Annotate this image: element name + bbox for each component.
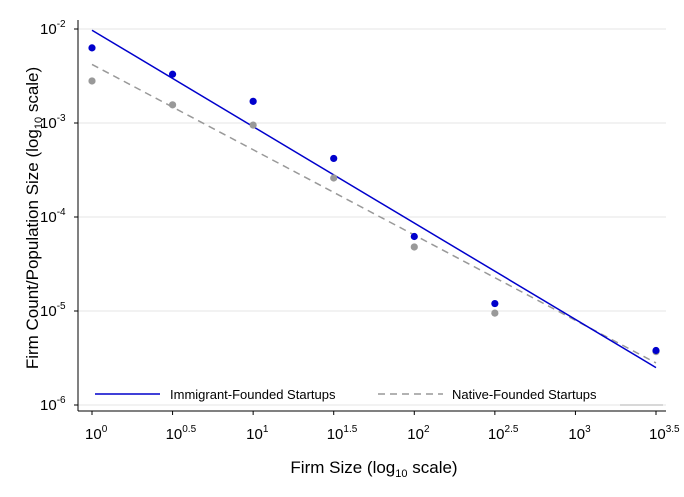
y-tick-label: 10-5 bbox=[40, 301, 66, 320]
fit-line-immigrant-founded-startups bbox=[91, 29, 657, 369]
y-tick-label: 10-3 bbox=[40, 113, 66, 132]
x-tick-label: 103.5 bbox=[649, 424, 680, 443]
x-tick-label: 100.5 bbox=[166, 424, 197, 443]
point-native-founded-startups bbox=[249, 121, 257, 129]
point-immigrant-founded-startups bbox=[168, 70, 177, 78]
point-native-founded-startups bbox=[410, 243, 418, 251]
point-immigrant-founded-startups bbox=[88, 44, 96, 52]
point-immigrant-founded-startups bbox=[330, 154, 338, 163]
point-native-founded-startups bbox=[168, 101, 177, 109]
data-points bbox=[88, 44, 660, 356]
x-tick-label: 101 bbox=[246, 424, 269, 443]
point-native-founded-startups bbox=[330, 174, 338, 182]
x-tick-label: 103 bbox=[568, 424, 591, 443]
point-immigrant-founded-startups bbox=[249, 97, 257, 105]
y-tick-label: 10-4 bbox=[40, 207, 66, 226]
y-tick-label: 10-6 bbox=[40, 395, 66, 414]
fit-line-native-founded-startups bbox=[91, 63, 657, 364]
point-native-founded-startups bbox=[88, 77, 96, 85]
fit-lines bbox=[91, 29, 657, 369]
x-tick-label: 102 bbox=[407, 424, 430, 443]
x-tick-label: 101.5 bbox=[327, 424, 358, 443]
point-immigrant-founded-startups bbox=[652, 346, 660, 355]
gridlines bbox=[78, 28, 666, 406]
x-tick-label: 102.5 bbox=[488, 424, 519, 443]
legend-label: Native-Founded Startups bbox=[452, 387, 597, 402]
legend-label: Immigrant-Founded Startups bbox=[170, 387, 336, 402]
x-tick-label: 100 bbox=[85, 424, 108, 443]
point-native-founded-startups bbox=[491, 309, 499, 317]
y-tick-label: 10-2 bbox=[40, 19, 66, 38]
point-immigrant-founded-startups bbox=[410, 232, 418, 241]
x-axis-ticks: 100 100.5 101 101.5 102 102.5 103 103.5 bbox=[85, 411, 680, 443]
x-axis-title: Firm Size (log10 scale) bbox=[290, 458, 457, 480]
legend: Immigrant-Founded Startups Native-Founded… bbox=[95, 387, 663, 406]
y-axis-title: Firm Count/Population Size (log10 scale) bbox=[23, 67, 45, 369]
point-immigrant-founded-startups bbox=[491, 299, 499, 308]
y-axis-ticks: 10-2 10-3 10-4 10-5 10-6 bbox=[40, 19, 78, 414]
